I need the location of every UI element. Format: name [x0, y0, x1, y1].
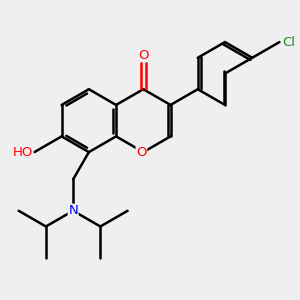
Text: Cl: Cl	[283, 36, 296, 49]
Text: O: O	[138, 49, 148, 62]
Text: N: N	[68, 204, 78, 217]
Text: HO: HO	[13, 146, 33, 159]
Text: O: O	[136, 146, 147, 159]
